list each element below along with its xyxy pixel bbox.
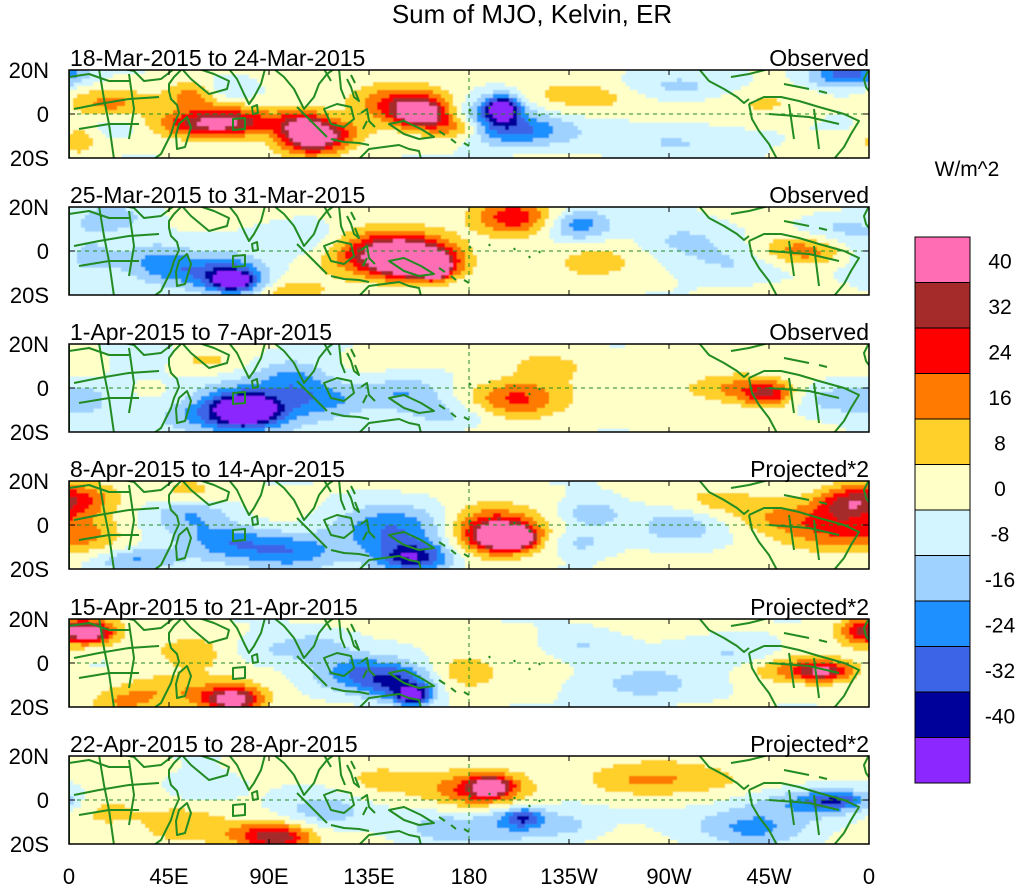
anomaly-field [69, 207, 869, 295]
colorbar-level-label: -24 [985, 615, 1016, 638]
panel-label: Observed [769, 319, 869, 345]
colorbar-swatch [914, 646, 971, 693]
x-tick-label: 45W [746, 864, 791, 889]
colorbar-swatch [914, 464, 971, 511]
colorbar-level-label: 16 [988, 387, 1011, 410]
colorbar-level-label: -32 [985, 660, 1015, 683]
y-tick-label: 20N [9, 469, 49, 494]
y-tick-label: 0 [37, 788, 49, 813]
panel-period: 25-Mar-2015 to 31-Mar-2015 [70, 182, 365, 208]
chart-title: Sum of MJO, Kelvin, ER [392, 0, 672, 29]
panel: 1-Apr-2015 to 7-Apr-2015 Observed 20N 0 20S [9, 319, 870, 445]
y-tick-label: 0 [37, 239, 49, 264]
x-axis: 0 45E 90E 135E 180 135W 90W 45W 0 [63, 864, 875, 889]
colorbar-swatch [914, 509, 971, 556]
y-tick-label: 0 [37, 102, 49, 127]
x-tick-label: 90W [646, 864, 691, 889]
colorbar-swatch [914, 691, 971, 738]
colorbar-swatch [914, 327, 971, 374]
anomaly-field [69, 344, 869, 432]
panel-period: 18-Mar-2015 to 24-Mar-2015 [70, 45, 365, 71]
y-tick-label: 0 [37, 376, 49, 401]
x-tick-label: 180 [451, 864, 488, 889]
panel-period: 22-Apr-2015 to 28-Apr-2015 [70, 731, 358, 757]
y-tick-label: 20S [10, 420, 49, 445]
panel-label: Projected*2 [750, 594, 869, 620]
panel: 22-Apr-2015 to 28-Apr-2015 Projected*2 20N… [9, 731, 870, 857]
colorbar-level-label: 24 [988, 342, 1012, 365]
y-tick-label: 20N [9, 58, 49, 83]
panel-label: Observed [769, 182, 869, 208]
y-tick-label: 20S [10, 832, 49, 857]
y-tick-label: 20S [10, 283, 49, 308]
colorbar-level-label: -8 [991, 524, 1010, 547]
colorbar-swatch [914, 418, 971, 465]
panels: 18-Mar-2015 to 24-Mar-2015 Observed 20N 0 20… [9, 45, 870, 857]
panel-period: 1-Apr-2015 to 7-Apr-2015 [70, 319, 332, 345]
x-tick-label: 45E [149, 864, 188, 889]
panel-period: 8-Apr-2015 to 14-Apr-2015 [70, 456, 345, 482]
x-tick-label: 0 [863, 864, 875, 889]
y-tick-label: 20S [10, 695, 49, 720]
colorbar-swatch [914, 555, 971, 602]
panel: 18-Mar-2015 to 24-Mar-2015 Observed 20N 0 20… [9, 45, 870, 171]
panel: 25-Mar-2015 to 31-Mar-2015 Observed 20N 0 20… [9, 182, 870, 308]
panel-label: Observed [769, 45, 869, 71]
colorbar-level-label: -16 [985, 569, 1015, 592]
y-tick-label: 0 [37, 513, 49, 538]
panel: 15-Apr-2015 to 21-Apr-2015 Projected*2 20N… [9, 594, 870, 720]
y-tick-label: 20S [10, 146, 49, 171]
colorbar-swatch [914, 600, 971, 647]
colorbar-level-label: 8 [994, 433, 1006, 456]
y-tick-label: 20N [9, 607, 49, 632]
colorbar: W/m^2 40 32 24 16 8 0 -8 -16 -24 -32 -40 [914, 158, 1016, 784]
colorbar-label: W/m^2 [935, 158, 1000, 181]
panel-label: Projected*2 [750, 731, 869, 757]
y-tick-label: 20S [10, 557, 49, 582]
x-tick-label: 135W [540, 864, 598, 889]
panel-period: 15-Apr-2015 to 21-Apr-2015 [70, 594, 358, 620]
y-tick-label: 0 [37, 651, 49, 676]
y-tick-label: 20N [9, 744, 49, 769]
x-tick-label: 90E [249, 864, 288, 889]
anomaly-field [69, 70, 869, 158]
colorbar-swatch [914, 236, 971, 283]
colorbar-level-label: 40 [988, 251, 1011, 274]
colorbar-swatch [914, 737, 971, 784]
colorbar-swatch [914, 282, 971, 329]
colorbar-level-label: 0 [994, 478, 1006, 501]
x-tick-label: 135E [343, 864, 394, 889]
y-tick-label: 20N [9, 195, 49, 220]
x-tick-label: 0 [63, 864, 75, 889]
panel: 8-Apr-2015 to 14-Apr-2015 Projected*2 20N 0… [9, 456, 870, 582]
panel-label: Projected*2 [750, 456, 869, 482]
y-tick-label: 20N [9, 332, 49, 357]
colorbar-level-label: -40 [985, 706, 1015, 729]
colorbar-level-label: 32 [988, 296, 1011, 319]
colorbar-swatch [914, 373, 971, 420]
